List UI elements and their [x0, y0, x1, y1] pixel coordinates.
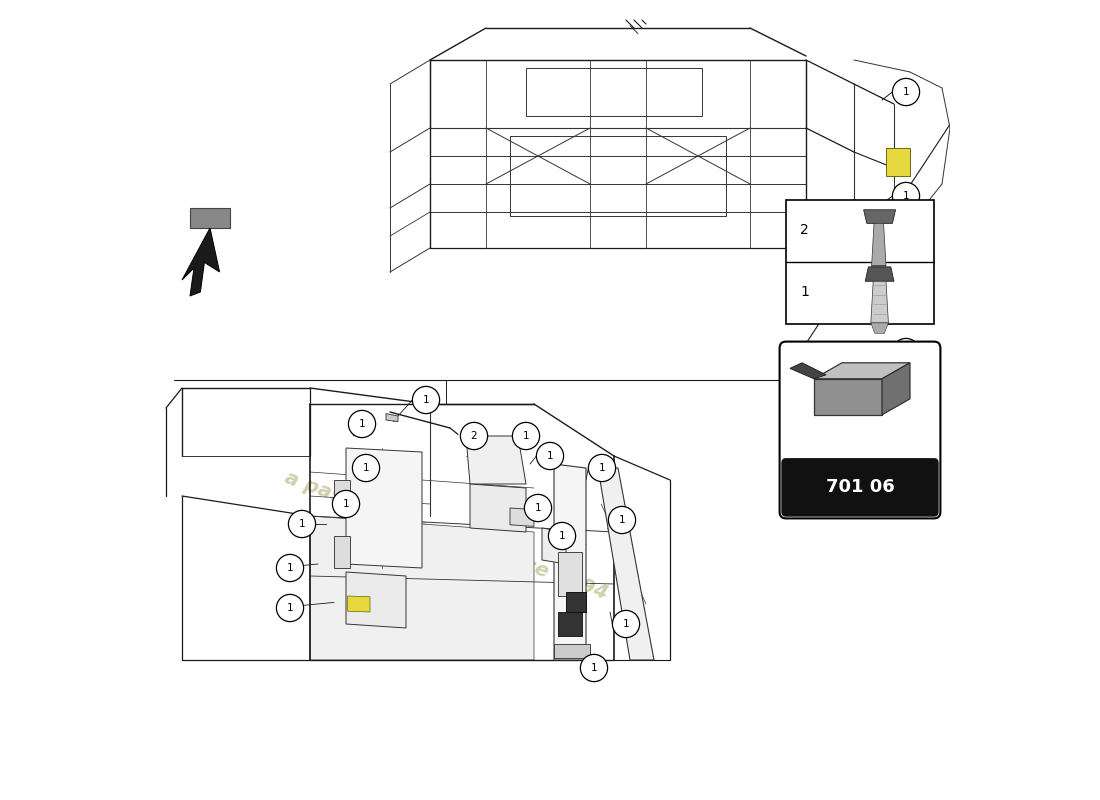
Text: 1: 1 [299, 519, 306, 529]
Circle shape [608, 506, 636, 534]
Bar [510, 136, 726, 216]
Circle shape [332, 490, 360, 518]
Circle shape [892, 78, 920, 106]
Polygon shape [310, 516, 534, 660]
Circle shape [276, 594, 304, 622]
Text: 1: 1 [287, 563, 294, 573]
Polygon shape [558, 552, 582, 596]
Text: 1: 1 [287, 603, 294, 613]
Text: 1: 1 [903, 191, 910, 201]
Circle shape [588, 454, 616, 482]
Polygon shape [190, 208, 230, 228]
Circle shape [513, 422, 540, 450]
Polygon shape [466, 436, 526, 484]
Polygon shape [182, 228, 220, 296]
Polygon shape [386, 414, 398, 422]
Polygon shape [334, 480, 350, 512]
Text: 1: 1 [559, 531, 565, 541]
Polygon shape [871, 266, 886, 276]
Circle shape [537, 442, 563, 470]
Polygon shape [814, 379, 882, 414]
Text: 1: 1 [623, 619, 629, 629]
Polygon shape [864, 210, 895, 223]
Polygon shape [554, 644, 590, 658]
Text: 1: 1 [618, 515, 625, 525]
Text: 2: 2 [801, 222, 810, 237]
Text: 1: 1 [903, 283, 910, 293]
Text: 1: 1 [535, 503, 541, 513]
Circle shape [461, 422, 487, 450]
Polygon shape [790, 363, 826, 379]
Polygon shape [886, 204, 902, 224]
Text: 1: 1 [591, 663, 597, 673]
Text: 1: 1 [903, 87, 910, 97]
Circle shape [349, 410, 375, 438]
Polygon shape [882, 363, 910, 414]
Polygon shape [346, 572, 406, 628]
Bar [786, 200, 934, 324]
Polygon shape [566, 592, 586, 612]
Text: 1: 1 [422, 395, 429, 405]
Polygon shape [470, 484, 526, 532]
Circle shape [892, 338, 920, 366]
Text: 1: 1 [363, 463, 370, 473]
Polygon shape [866, 267, 894, 282]
Circle shape [525, 494, 551, 522]
Polygon shape [346, 448, 422, 568]
Bar [526, 68, 702, 116]
Polygon shape [554, 464, 586, 660]
Polygon shape [510, 508, 534, 526]
Polygon shape [871, 282, 889, 323]
Text: 1: 1 [547, 451, 553, 461]
Circle shape [352, 454, 379, 482]
Circle shape [288, 510, 316, 538]
Circle shape [892, 182, 920, 210]
Text: 1: 1 [343, 499, 350, 509]
Text: 2: 2 [471, 431, 477, 441]
FancyBboxPatch shape [780, 342, 940, 518]
Polygon shape [598, 468, 654, 660]
Polygon shape [871, 323, 889, 334]
Text: 701 06: 701 06 [826, 478, 894, 496]
Text: 1: 1 [801, 285, 810, 298]
Text: 1: 1 [359, 419, 365, 429]
Polygon shape [348, 596, 370, 612]
Text: 1: 1 [903, 347, 910, 357]
Text: 1: 1 [522, 431, 529, 441]
FancyBboxPatch shape [782, 459, 938, 516]
Polygon shape [558, 612, 582, 636]
Polygon shape [814, 363, 910, 379]
Text: 1: 1 [598, 463, 605, 473]
Circle shape [581, 654, 607, 682]
Circle shape [549, 522, 575, 550]
Polygon shape [542, 528, 566, 564]
Text: a passion for parts since 1994: a passion for parts since 1994 [282, 469, 610, 603]
Circle shape [276, 554, 304, 582]
Polygon shape [871, 223, 886, 266]
Circle shape [412, 386, 440, 414]
Polygon shape [886, 148, 910, 176]
Polygon shape [334, 536, 350, 568]
Circle shape [892, 274, 920, 302]
Circle shape [613, 610, 639, 638]
